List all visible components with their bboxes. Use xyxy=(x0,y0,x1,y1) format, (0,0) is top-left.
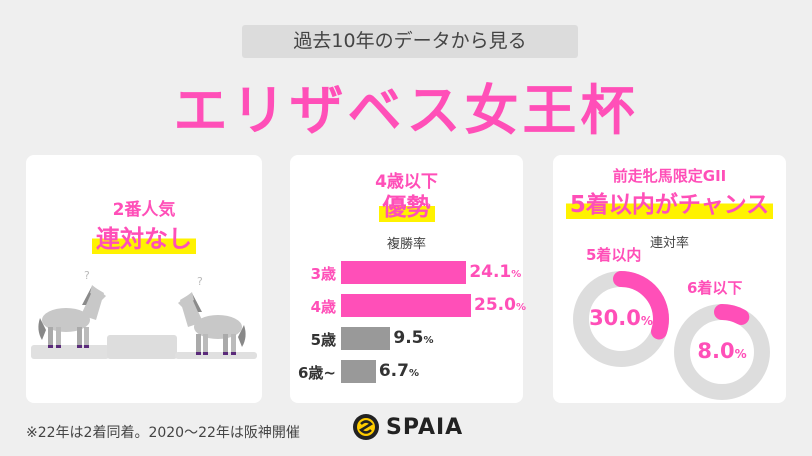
page-title: エリザベス女王杯 xyxy=(173,79,639,142)
bar-value: 24.1% xyxy=(469,262,522,282)
footer-note: ※22年は2着同着。2020～22年は阪神開催 xyxy=(26,425,300,441)
donut-label: 5着以内 xyxy=(586,246,642,264)
donut-chart xyxy=(674,304,770,400)
bar-label: 4歳 xyxy=(310,298,336,316)
svg-text:?: ? xyxy=(197,275,203,288)
card-age: 4歳以下 優勢 複勝率 3歳 24.1% 4歳 25.0% 5歳 9.5% 6歳~ 6.7% xyxy=(290,155,526,403)
bar xyxy=(341,360,376,383)
bar-label: 3歳 xyxy=(310,265,336,283)
spaia-logo: SPAIA xyxy=(352,413,463,441)
svg-text:?: ? xyxy=(84,269,90,282)
horse-right-icon xyxy=(178,292,246,355)
bar xyxy=(341,327,391,350)
bar-value: 25.0% xyxy=(474,295,526,315)
card-prev-race: 前走牝馬限定GII 5着以内がチャンス 連対率 5着以内 30.0% 6着以下 8.0… xyxy=(553,155,786,403)
donut-value: 30.0% xyxy=(589,306,653,330)
card3-line2: 5着以内がチャンス xyxy=(565,185,774,219)
card1-line2: 連対なし xyxy=(92,219,196,254)
donut-value: 8.0% xyxy=(697,339,747,363)
donut-arc xyxy=(573,271,669,367)
bar-label: 5歳 xyxy=(310,331,336,349)
card3-metric: 連対率 xyxy=(649,236,689,251)
bar xyxy=(341,261,467,284)
header-subtitle: 過去10年のデータから見る xyxy=(242,25,578,58)
donut-label: 6着以下 xyxy=(687,279,743,297)
card2-metric: 複勝率 xyxy=(386,237,426,252)
card2-line2: 優勢 xyxy=(378,187,435,222)
bar-value: 9.5% xyxy=(393,328,434,348)
horse-left-icon xyxy=(38,285,106,348)
bar-label: 6歳~ xyxy=(297,364,336,382)
donut-arc xyxy=(674,304,770,400)
card1-line1: 2番人気 xyxy=(112,200,176,220)
donut-chart xyxy=(573,271,669,367)
card3-line1: 前走牝馬限定GII xyxy=(612,167,727,185)
spaia-logo-icon xyxy=(353,414,379,440)
bar-value: 6.7% xyxy=(378,361,419,381)
bar xyxy=(341,294,471,317)
card-popularity: 2番人気 連対なし ? ? xyxy=(26,155,262,403)
horses-podium-illustration: ? ? xyxy=(31,269,257,359)
